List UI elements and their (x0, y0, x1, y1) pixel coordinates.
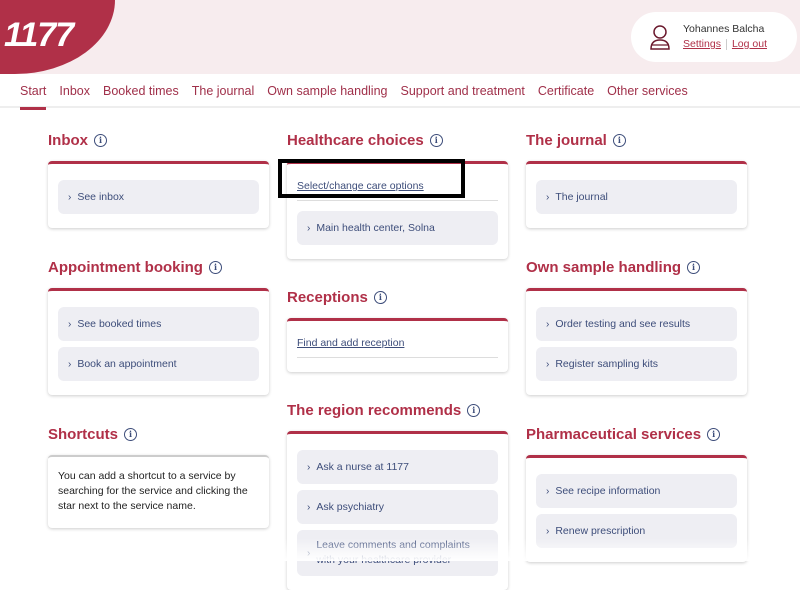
section-appointment-booking: Appointment booking i › See booked times ›… (48, 257, 269, 395)
card: › The journal (526, 161, 747, 228)
register-kits-button[interactable]: › Register sampling kits (536, 347, 737, 381)
card: › See inbox (48, 161, 269, 228)
card: › Order testing and see results › Register… (526, 288, 747, 395)
order-testing-button[interactable]: › Order testing and see results (536, 307, 737, 341)
info-icon[interactable]: i (124, 427, 138, 441)
section-title: Own sample handling (526, 258, 682, 276)
nav-start[interactable]: Start (20, 74, 47, 110)
button-label: Ask psychiatry (316, 501, 385, 513)
info-icon[interactable]: i (373, 290, 387, 304)
chevron-right-icon: › (546, 191, 550, 203)
logo-text[interactable]: 1177 (4, 16, 74, 54)
settings-link[interactable]: Settings (683, 38, 721, 50)
card: ›Ask a nurse at 1177 ›Ask psychiatry ›Le… (287, 431, 508, 590)
section-region-recommends: The region recommends i › Ask a nurse at 1… (287, 400, 508, 590)
chevron-right-icon: › (307, 461, 311, 473)
info-icon[interactable]: i (687, 260, 701, 274)
card: Select/change care options › Main health … (287, 161, 508, 259)
main-nav: Start Inbox Booked times The journal Own… (0, 74, 800, 110)
ask-psychiatry-button[interactable]: › Ask psychiatry (297, 490, 498, 524)
card: You can add a shortcut to a service by s… (48, 455, 269, 528)
chevron-right-icon: › (68, 191, 72, 203)
button-label: See booked times (77, 318, 162, 330)
button-label: Order testing and see results (555, 318, 691, 330)
chevron-right-icon: › (546, 358, 550, 370)
book-appointment-button[interactable]: › Book an appointment (58, 347, 259, 381)
section-title: Pharmaceutical services (526, 425, 702, 443)
info-icon[interactable]: i (208, 260, 222, 274)
button-label: Renew prescription (555, 525, 646, 537)
nav-certificate[interactable]: Certificate (537, 84, 595, 98)
section-inbox: Inbox i › See inbox (48, 130, 269, 228)
section-title: Inbox (48, 131, 88, 149)
button-label: The journal (555, 191, 608, 203)
highlight-box (278, 159, 465, 198)
chevron-right-icon: › (546, 485, 550, 497)
recipe-info-button[interactable]: › See recipe information (536, 474, 737, 508)
section-title: The journal (526, 131, 607, 149)
user-avatar-icon (650, 25, 670, 50)
card: › See booked times › Book an appointment (48, 288, 269, 395)
user-panel: Yohannes Balcha Settings Log out (631, 12, 797, 62)
section-title: Appointment booking (48, 258, 203, 276)
info-icon[interactable]: i (612, 133, 626, 147)
shortcuts-text: You can add a shortcut to a service by s… (58, 470, 248, 512)
section-title: Receptions (287, 288, 368, 306)
section-title: Shortcuts (48, 425, 119, 443)
button-label: Main health center, Solna (316, 222, 435, 234)
see-booked-times-button[interactable]: › See booked times (58, 307, 259, 341)
section-shortcuts: Shortcuts i You can add a shortcut to a s… (48, 424, 269, 528)
chevron-right-icon: › (68, 318, 72, 330)
nav-other-services[interactable]: Other services (607, 84, 688, 98)
section-title: The region recommends (287, 401, 462, 419)
chevron-right-icon: › (546, 525, 550, 537)
info-icon[interactable]: i (467, 403, 481, 417)
header: 1177 Yohannes Balcha Settings Log out (0, 0, 800, 74)
nav-booked-times[interactable]: Booked times (103, 84, 179, 98)
button-label: See recipe information (555, 485, 661, 497)
info-icon[interactable]: i (707, 427, 721, 441)
find-reception-link[interactable]: Find and add reception (297, 337, 498, 358)
nav-own-sample[interactable]: Own sample handling (267, 84, 388, 98)
section-journal: The journal i › The journal (526, 130, 747, 228)
button-label: Book an appointment (77, 358, 177, 370)
section-receptions: Receptions i Find and add reception (287, 287, 508, 372)
ask-nurse-button[interactable]: › Ask a nurse at 1177 (297, 450, 498, 484)
nav-journal[interactable]: The journal (191, 84, 255, 98)
divider (725, 38, 727, 50)
chevron-right-icon: › (307, 501, 311, 513)
button-label: See inbox (77, 191, 125, 203)
chevron-right-icon: › (307, 222, 311, 234)
section-title: Healthcare choices (287, 131, 424, 149)
button-label: Ask a nurse at 1177 (316, 461, 409, 473)
select-care-options-link[interactable]: Select/change care options (297, 180, 498, 201)
section-own-sample-handling: Own sample handling i › Order testing and … (526, 257, 747, 395)
info-icon[interactable]: i (94, 133, 107, 147)
nav-support[interactable]: Support and treatment (400, 84, 525, 98)
info-icon[interactable]: i (429, 133, 443, 147)
card: Find and add reception (287, 318, 508, 372)
chevron-right-icon: › (546, 318, 550, 330)
nav-inbox[interactable]: Inbox (59, 84, 90, 98)
logout-link[interactable]: Log out (731, 38, 767, 50)
section-healthcare-choices: Healthcare choices i Select/change care o… (287, 130, 508, 259)
see-inbox-button[interactable]: › See inbox (58, 180, 259, 214)
health-center-button[interactable]: › Main health center, Solna (297, 211, 498, 245)
chevron-right-icon: › (68, 358, 72, 370)
journal-button[interactable]: › The journal (536, 180, 737, 214)
button-label: Register sampling kits (555, 358, 659, 370)
user-name: Yohannes Balcha (683, 23, 765, 35)
bottom-fade (0, 538, 800, 561)
